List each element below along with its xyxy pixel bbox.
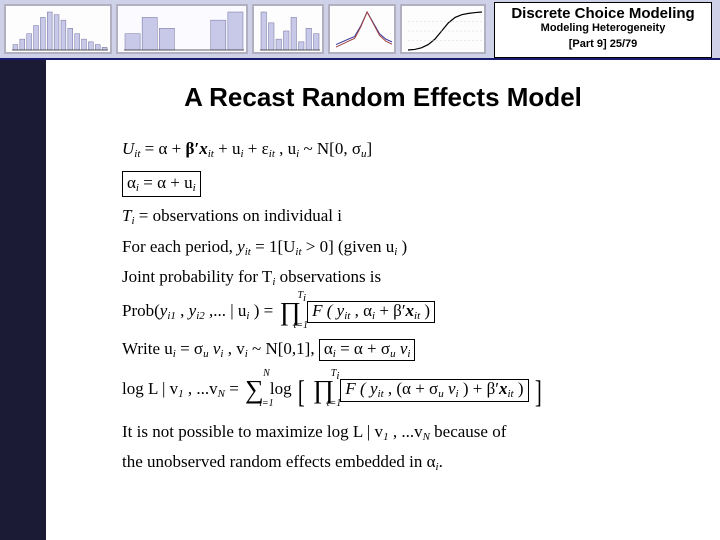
boxed-alpha-i-2: αi = α + σu vi xyxy=(319,339,416,362)
slide-body: A Recast Random Effects Model Uit = α + … xyxy=(46,60,720,540)
eq-line-2: αi = α + ui xyxy=(122,171,662,198)
product-symbol-2: ∏ Ti t=1 xyxy=(313,377,334,403)
mini-chart-histogram xyxy=(4,4,112,54)
boxed-F-2: F ( yit , (α + σu vi ) + β′xit ) xyxy=(340,379,528,402)
eq-line-3: Ti = observations on individual i xyxy=(122,207,662,228)
math-block: Uit = α + β′xit + ui + εit , ui ~ N[0, σ… xyxy=(122,140,662,484)
eq-line-1: Uit = α + β′xit + ui + εit , ui ~ N[0, σ… xyxy=(122,140,662,161)
header-title-1: Discrete Choice Modeling xyxy=(495,5,711,22)
eq-line-8: log L | v1 , ...vN = ∑ N i=1 log [ ∏ Ti … xyxy=(122,375,662,409)
product-symbol: ∏ Ti t=1 xyxy=(279,299,300,325)
eq-line-9a: It is not possible to maximize log L | v… xyxy=(122,423,662,444)
header-band: Discrete Choice Modeling Modeling Hetero… xyxy=(0,0,720,60)
mini-chart-curve xyxy=(400,4,486,54)
boxed-alpha-i: αi = α + ui xyxy=(122,171,201,198)
eq-line-9b: the unobserved random effects embedded i… xyxy=(122,453,662,474)
left-spine xyxy=(0,60,46,540)
eq-line-5: Joint probability for Ti observations is xyxy=(122,268,662,289)
sum-symbol: ∑ N i=1 xyxy=(245,377,264,403)
header-title-box: Discrete Choice Modeling Modeling Hetero… xyxy=(494,2,712,58)
mini-chart-bars xyxy=(116,4,248,54)
mini-chart-lines xyxy=(328,4,396,54)
header-title-2: Modeling Heterogeneity xyxy=(495,22,711,34)
eq-line-4: For each period, yit = 1[Uit > 0] (given… xyxy=(122,238,662,259)
header-page-number: [Part 9] 25/79 xyxy=(495,38,711,50)
eq-line-7: Write ui = σu vi , vi ~ N[0,1], αi = α +… xyxy=(122,339,662,362)
mini-chart-bars-2 xyxy=(252,4,324,54)
eq-line-6: Prob(yi1 , yi2 ,... | ui ) = ∏ Ti t=1 F … xyxy=(122,299,662,325)
boxed-F-1: F ( yit , αi + β′xit ) xyxy=(307,301,435,324)
slide-title: A Recast Random Effects Model xyxy=(46,82,720,113)
